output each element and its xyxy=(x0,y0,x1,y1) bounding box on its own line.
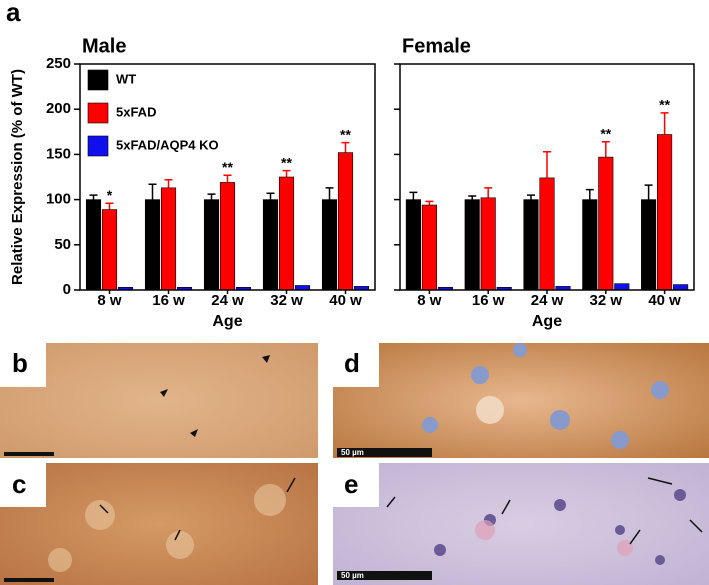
legend-swatch xyxy=(87,102,109,124)
error-bar xyxy=(660,112,669,135)
bar xyxy=(464,199,480,291)
bar xyxy=(337,152,354,291)
bar xyxy=(278,176,295,291)
bar xyxy=(262,199,279,291)
bar xyxy=(405,199,421,291)
x-axis-label: Age xyxy=(532,313,562,330)
error-bar xyxy=(89,194,98,200)
significance-label: ** xyxy=(222,159,233,175)
bar xyxy=(657,134,673,291)
x-tick-label: 24 w xyxy=(211,292,244,309)
legend-label: 5xFAD xyxy=(116,104,156,119)
scale-bar-label: 50 µm xyxy=(341,448,364,457)
panel-label: a xyxy=(6,0,21,27)
panel-label: b xyxy=(12,348,28,378)
micrograph-c xyxy=(0,463,318,585)
bar xyxy=(144,199,161,291)
y-tick-label: 100 xyxy=(46,191,71,208)
chart-title: Female xyxy=(402,35,471,57)
legend-label: WT xyxy=(116,71,136,86)
plot-frame xyxy=(399,63,695,291)
error-bar xyxy=(105,202,114,210)
error-bar xyxy=(543,150,551,178)
x-tick-label: 32 w xyxy=(590,292,623,309)
error-bar xyxy=(601,140,610,158)
error-bar xyxy=(644,184,653,200)
panel-label: e xyxy=(344,469,358,499)
x-tick-label: 40 w xyxy=(648,292,681,309)
x-tick-label: 24 w xyxy=(531,292,564,309)
legend-swatch xyxy=(87,69,109,91)
error-bar xyxy=(282,169,291,177)
legend-swatch xyxy=(87,135,109,157)
x-tick-label: 8 w xyxy=(97,292,122,309)
error-bar xyxy=(325,187,334,200)
bar xyxy=(480,197,496,291)
bar xyxy=(641,199,657,291)
chart-title: Male xyxy=(82,35,126,57)
micrograph-e: 50 µm xyxy=(333,463,709,585)
plot-frame xyxy=(79,63,376,291)
y-tick-label: 50 xyxy=(54,236,71,253)
bar xyxy=(421,204,437,291)
bar xyxy=(614,283,630,291)
error-bar xyxy=(207,193,216,200)
error-bar xyxy=(585,188,594,200)
error-bar xyxy=(409,191,418,200)
bar xyxy=(673,284,689,291)
bar xyxy=(219,182,236,291)
bar xyxy=(539,177,555,291)
error-bar xyxy=(425,200,434,206)
bar xyxy=(203,199,220,291)
bar xyxy=(101,209,118,291)
x-tick-label: 32 w xyxy=(270,292,303,309)
x-tick-label: 16 w xyxy=(152,292,185,309)
bar xyxy=(160,187,177,291)
legend-label: 5xFAD/AQP4 KO xyxy=(116,137,219,152)
x-tick-label: 8 w xyxy=(417,292,442,309)
error-bar xyxy=(164,178,173,188)
y-tick-label: 200 xyxy=(46,100,71,117)
y-tick-label: 150 xyxy=(46,145,71,162)
x-axis-label: Age xyxy=(212,313,242,330)
bar xyxy=(523,199,539,291)
x-tick-label: 40 w xyxy=(329,292,362,309)
bar xyxy=(321,199,338,291)
micrograph-d: 50 µm xyxy=(333,343,709,458)
micrograph-b xyxy=(0,343,318,458)
y-tick-label: 0 xyxy=(63,281,71,298)
error-bar xyxy=(148,183,157,200)
error-bar xyxy=(484,187,493,198)
y-axis-label: Relative Expression (% of WT) xyxy=(9,69,26,285)
significance-label: ** xyxy=(659,97,670,113)
significance-label: ** xyxy=(600,125,611,141)
panel-label: d xyxy=(344,348,360,378)
significance-label: ** xyxy=(281,154,292,170)
y-tick-label: 250 xyxy=(46,55,71,72)
error-bar xyxy=(468,195,477,200)
error-bar xyxy=(223,174,232,183)
bar xyxy=(598,156,614,291)
bar xyxy=(582,199,598,291)
scale-bar-label: 50 µm xyxy=(341,571,364,580)
error-bar xyxy=(527,194,535,200)
x-tick-label: 16 w xyxy=(472,292,505,309)
error-bar xyxy=(266,192,275,200)
bar xyxy=(85,199,102,291)
error-bar xyxy=(341,141,350,153)
panel-label: c xyxy=(12,469,26,499)
significance-label: ** xyxy=(340,126,351,142)
significance-label: * xyxy=(107,187,113,203)
